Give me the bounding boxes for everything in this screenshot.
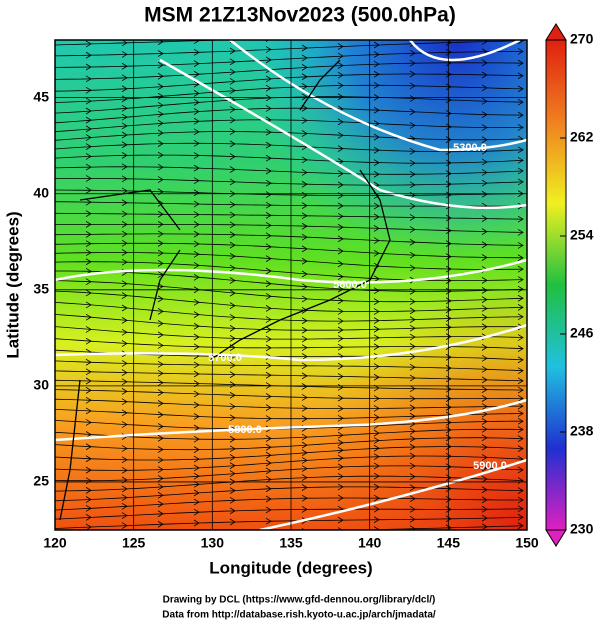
x-tick-label: 130 <box>201 535 225 551</box>
colorbar: 230 238 246 254 262 270 <box>545 23 594 547</box>
x-tick-label: 150 <box>515 535 539 551</box>
y-label: Latitude (degrees) <box>3 211 22 358</box>
colorbar-tick-label: 262 <box>570 129 594 145</box>
x-tick-label: 120 <box>43 535 67 551</box>
x-tick-label: 140 <box>358 535 382 551</box>
title: MSM 21Z13Nov2023 (500.0hPa) <box>144 4 456 27</box>
colorbar-tick-label: 270 <box>570 31 594 47</box>
x-tick-label: 125 <box>122 535 146 551</box>
contours <box>55 40 527 530</box>
contour-label: 5700.0 <box>208 352 242 364</box>
y-tick-label: 25 <box>33 473 49 489</box>
colorbar-tick-label: 246 <box>570 325 594 341</box>
y-tick-label: 40 <box>33 184 49 200</box>
contour-label: 5600.0 <box>333 279 367 291</box>
y-tick-label: 45 <box>33 88 49 104</box>
x-tick-label: 135 <box>279 535 303 551</box>
footer: Data from http://database.rish.kyoto-u.a… <box>162 610 436 621</box>
x-tick-label: 145 <box>437 535 461 551</box>
colorbar-scale <box>545 39 567 531</box>
footer: Drawing by DCL (https://www.gfd-dennou.o… <box>163 595 436 606</box>
x-label: Longitude (degrees) <box>209 558 372 577</box>
y-tick-label: 35 <box>33 281 49 297</box>
colorbar-tick-label: 254 <box>570 227 594 243</box>
contour-label: 5800.0 <box>228 424 262 436</box>
colorbar-tick-label: 230 <box>570 521 594 537</box>
colorbar-tick-label: 238 <box>570 423 594 439</box>
contour-label: 5300.0 <box>453 142 487 154</box>
colorbar-cap <box>545 23 567 41</box>
y-tick-label: 30 <box>33 377 49 393</box>
contour-label: 5900.0 <box>473 460 507 472</box>
colorbar-cap <box>545 529 567 547</box>
